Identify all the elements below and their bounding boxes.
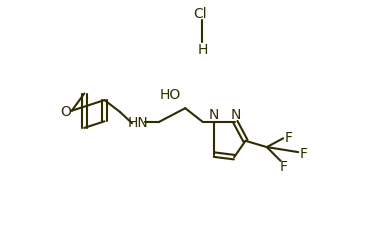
Text: N: N	[209, 108, 219, 122]
Text: O: O	[60, 104, 71, 118]
Text: HN: HN	[127, 115, 148, 129]
Text: HO: HO	[160, 88, 181, 102]
Text: F: F	[285, 130, 293, 144]
Text: N: N	[231, 108, 241, 122]
Text: H: H	[198, 42, 208, 56]
Text: F: F	[300, 146, 308, 160]
Text: Cl: Cl	[194, 7, 207, 21]
Text: F: F	[279, 160, 287, 174]
